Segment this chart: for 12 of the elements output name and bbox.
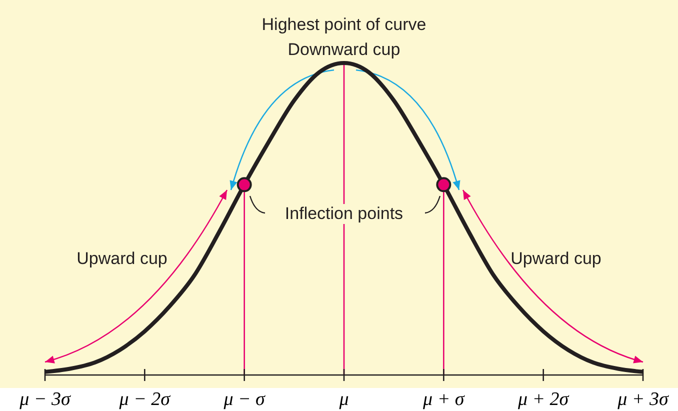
- annotation: Highest point of curve: [262, 15, 426, 34]
- x-tick-label: μ − 2σ: [118, 389, 171, 410]
- x-tick-label: μ: [338, 389, 349, 410]
- annotation: Inflection points: [284, 204, 404, 223]
- x-tick-label: μ + 3σ: [616, 389, 669, 410]
- text: Downward cup: [288, 40, 400, 59]
- annotation: Upward cup: [76, 249, 168, 268]
- x-tick-label: μ + σ: [422, 389, 465, 410]
- x-tick-label: μ − σ: [222, 389, 266, 410]
- x-tick-label: μ + 2σ: [516, 389, 570, 410]
- annotation: Upward cup: [510, 249, 602, 268]
- x-tick-label: μ − 3σ: [18, 389, 71, 410]
